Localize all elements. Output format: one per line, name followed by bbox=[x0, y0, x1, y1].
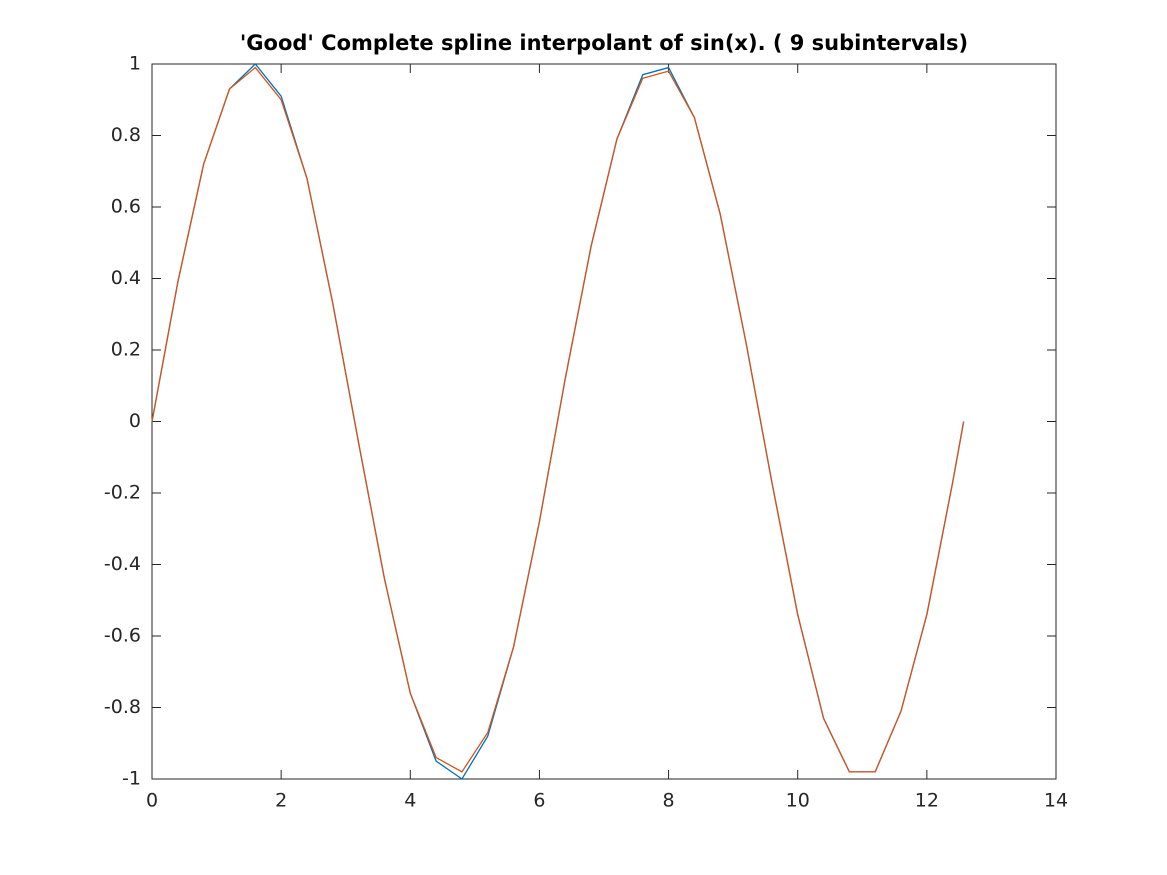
data-line bbox=[151, 66, 965, 773]
x-tick-label: 12 bbox=[915, 790, 939, 812]
y-tick-label: -0.2 bbox=[104, 482, 141, 504]
plot-area bbox=[151, 63, 1057, 780]
y-tick-label: -0.4 bbox=[104, 553, 141, 575]
y-tick-label: -1 bbox=[122, 768, 141, 790]
x-tick-label: 4 bbox=[404, 790, 416, 812]
x-tick-label: 0 bbox=[146, 790, 158, 812]
y-tick-label: 0.2 bbox=[111, 339, 141, 361]
y-tick-label: 0.8 bbox=[111, 124, 141, 146]
y-tick-label: 0 bbox=[129, 410, 141, 432]
x-tick-label: 6 bbox=[533, 790, 545, 812]
x-tick-label: 10 bbox=[786, 790, 810, 812]
y-tick-label: 0.6 bbox=[111, 196, 141, 218]
x-tick-label: 14 bbox=[1044, 790, 1068, 812]
y-tick-label: 1 bbox=[129, 53, 141, 75]
x-tick-label: 2 bbox=[275, 790, 287, 812]
chart-title: 'Good' Complete spline interpolant of si… bbox=[240, 31, 968, 55]
y-tick-label: 0.4 bbox=[111, 267, 141, 289]
x-tick-label: 8 bbox=[663, 790, 675, 812]
y-tick-label: -0.6 bbox=[104, 625, 141, 647]
y-tick-label: -0.8 bbox=[104, 696, 141, 718]
